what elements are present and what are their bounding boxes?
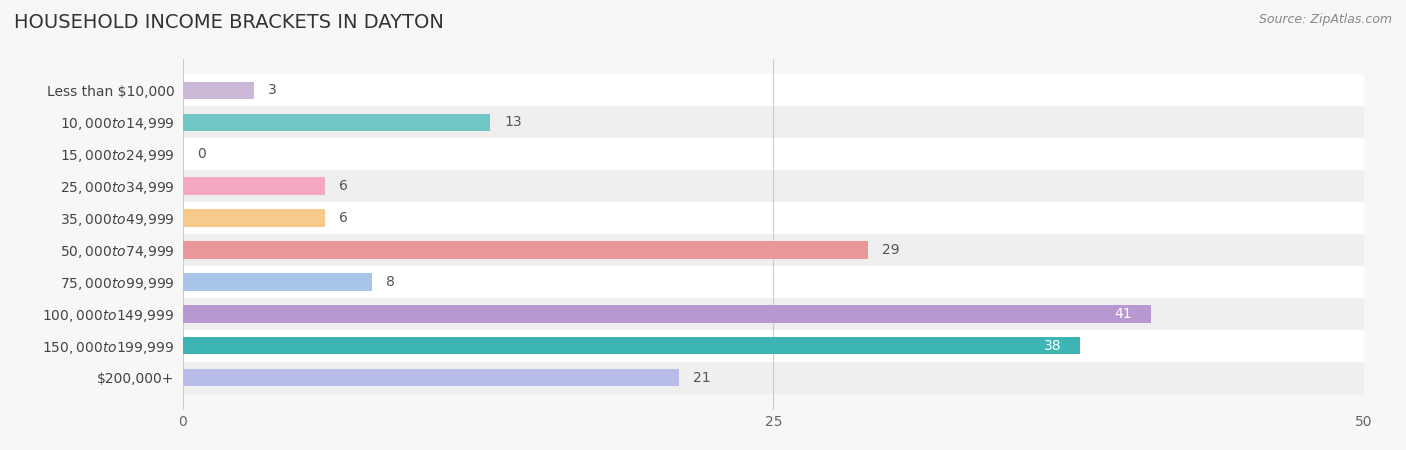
Bar [183, 209, 325, 227]
Text: 6: 6 [339, 179, 347, 193]
Bar [183, 177, 325, 195]
Bar [183, 273, 371, 291]
Bar [183, 138, 1364, 170]
Bar [183, 74, 1364, 106]
Text: Source: ZipAtlas.com: Source: ZipAtlas.com [1258, 14, 1392, 27]
Text: 3: 3 [267, 83, 277, 97]
Bar [183, 337, 1080, 355]
Text: 38: 38 [1043, 339, 1062, 353]
Text: 13: 13 [503, 115, 522, 129]
Bar [183, 369, 679, 387]
Text: 8: 8 [385, 275, 395, 289]
Bar [183, 81, 253, 99]
Bar [183, 330, 1364, 362]
Text: 21: 21 [693, 371, 710, 385]
Bar [183, 170, 1364, 202]
Bar [183, 202, 1364, 234]
Text: 41: 41 [1115, 307, 1132, 321]
Bar [183, 298, 1364, 330]
Text: 0: 0 [197, 147, 205, 161]
Bar [183, 266, 1364, 298]
Bar [183, 241, 868, 259]
Bar [183, 305, 1152, 323]
Text: 29: 29 [882, 243, 900, 257]
Bar [183, 106, 1364, 138]
Text: 6: 6 [339, 211, 347, 225]
Bar [183, 362, 1364, 394]
Text: HOUSEHOLD INCOME BRACKETS IN DAYTON: HOUSEHOLD INCOME BRACKETS IN DAYTON [14, 14, 444, 32]
Bar [183, 113, 489, 131]
Bar [183, 234, 1364, 266]
